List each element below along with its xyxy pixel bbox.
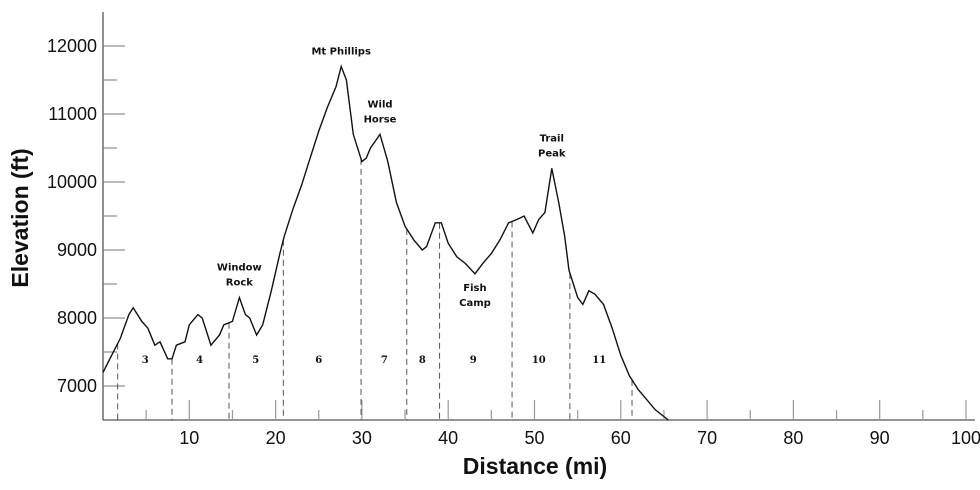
segment-labels: 3 4 5 6 7 8 9 10 11 [142,355,606,366]
segment-label: 10 [532,355,546,366]
x-tick-label: 30 [352,428,372,448]
peak-annotation: Wild Horse [364,99,397,125]
peak-annotation: Mt Phillips [311,46,371,57]
segment-label: 6 [315,355,322,366]
annotations: Window Rock Mt Phillips Wild Horse Fish Camp Tr… [217,46,566,308]
y-axis-title: Elevation (ft) [7,148,33,287]
annotation-label: Horse [364,114,397,125]
annotation-label: Fish [463,283,486,294]
peak-annotation: Fish Camp [459,283,491,309]
peak-annotation: Window Rock [217,263,262,289]
annotation-label: Camp [459,298,491,309]
y-tick-label: 8000 [57,308,97,328]
axes: 7000 8000 9000 10000 11000 12000 10 20 30 40 50 60 7… [47,12,980,448]
x-tick-label: 80 [783,428,803,448]
x-tick-label: 60 [611,428,631,448]
annotation-label: Peak [538,148,566,159]
y-tick-label: 7000 [57,376,97,396]
y-tick-label: 10000 [47,172,97,192]
x-tick-label: 100 [951,428,980,448]
segment-label: 11 [592,355,606,366]
x-tick-label: 20 [266,428,286,448]
x-tick-label: 90 [870,428,890,448]
segment-label: 8 [419,355,426,366]
annotation-label: Wild [367,99,392,110]
peak-annotation: Trail Peak [538,133,566,159]
x-tick-label: 10 [179,428,199,448]
x-tick-label: 70 [697,428,717,448]
annotation-label: Mt Phillips [311,46,371,57]
segment-label: 5 [252,355,259,366]
y-tick-label: 12000 [47,36,97,56]
segment-label: 9 [470,355,477,366]
segment-label: 4 [196,355,203,366]
x-tick-label: 40 [438,428,458,448]
elevation-line [102,64,669,421]
y-tick-label: 9000 [57,240,97,260]
annotation-label: Rock [226,278,253,289]
x-axis-title: Distance (mi) [463,453,607,479]
annotation-label: Window [217,263,262,274]
segment-label: 3 [142,355,149,366]
annotation-label: Trail [540,133,564,144]
segment-label: 7 [381,355,388,366]
y-tick-label: 11000 [48,104,97,124]
x-tick-label: 50 [524,428,544,448]
segment-dividers [117,158,633,420]
